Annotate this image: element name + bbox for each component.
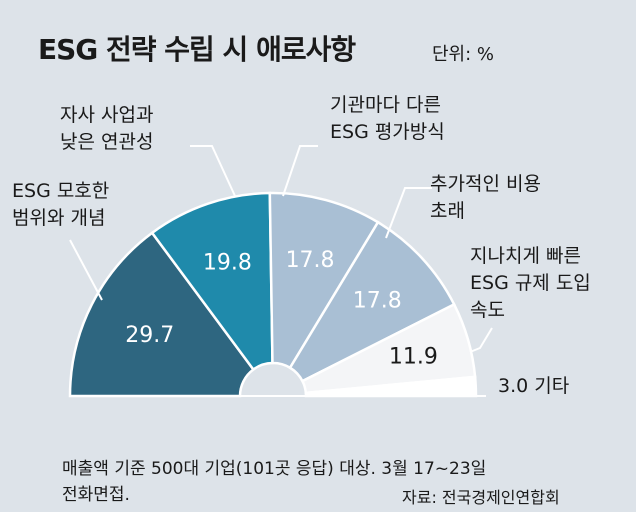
category-label-line: 자사 사업과 (60, 104, 153, 126)
slice-3 (268, 191, 380, 370)
leader-line-2 (190, 145, 236, 197)
value-label-1: 29.7 (125, 323, 174, 348)
source-label: 자료: 전국경제인연합회 (402, 488, 560, 507)
survey-note: 매출액 기준 500대 기업(101곳 응답) 대상. 3월 17~23일 전화… (62, 456, 486, 508)
category-label-line: 지나치게 빠른 (470, 245, 581, 267)
value-label-2: 19.8 (203, 250, 252, 275)
category-label-line: 속도 (470, 299, 505, 321)
slice-4 (288, 220, 456, 383)
category-label-line: ESG 평가방식 (330, 121, 445, 143)
leader-line-5 (469, 327, 493, 353)
value-label-3: 17.8 (286, 248, 335, 273)
category-label-line: 3.0 기타 (498, 375, 569, 397)
leader-line-1 (69, 239, 103, 301)
category-label-line: ESG 규제 도입 (470, 272, 591, 294)
unit-label: 단위: % (432, 44, 495, 65)
slice-6 (304, 375, 478, 398)
category-label-6: 3.0 기타 (498, 375, 569, 397)
category-label-line: 기관마다 다른 (330, 94, 441, 116)
leader-line-3 (282, 145, 318, 197)
survey-note-line-2: 전화면접. (62, 485, 130, 505)
category-label-3: 기관마다 다른 ESG 평가방식 (330, 94, 445, 143)
value-label-4: 17.8 (353, 288, 402, 313)
leader-line-4 (385, 187, 432, 239)
category-label-line: 초래 (430, 200, 465, 222)
survey-note-line-1: 매출액 기준 500대 기업(101곳 응답) 대상. 3월 17~23일 (62, 459, 487, 479)
chart-title: ESG 전략 수립 시 애로사항 (38, 33, 356, 66)
value-label-5: 11.9 (389, 344, 438, 369)
category-label-line: 범위와 개념 (12, 207, 105, 229)
slice-1 (68, 231, 256, 398)
category-label-line: 추가적인 비용 (430, 173, 541, 195)
category-label-line: 낮은 연관성 (60, 131, 153, 153)
slice-2 (150, 191, 274, 372)
category-label-line: ESG 모호한 (12, 180, 109, 202)
